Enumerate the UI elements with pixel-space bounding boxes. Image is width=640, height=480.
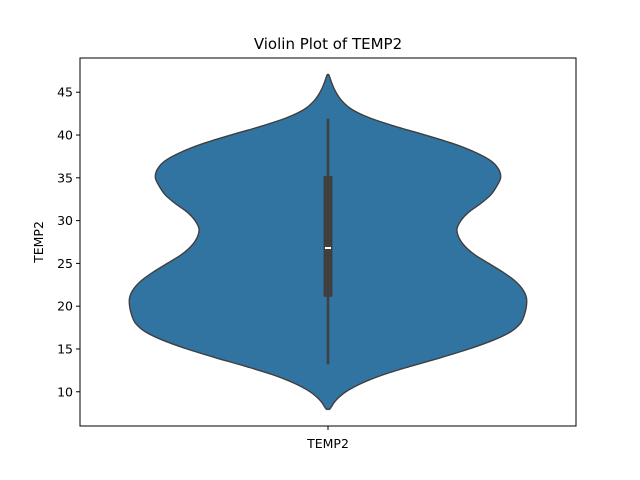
y-tick-label: 30 bbox=[57, 213, 73, 228]
y-tick-label: 20 bbox=[57, 299, 73, 314]
y-tick-label: 25 bbox=[57, 256, 73, 271]
y-tick-label: 15 bbox=[57, 341, 73, 356]
y-axis-label: TEMP2 bbox=[31, 221, 46, 264]
chart-title: Violin Plot of TEMP2 bbox=[254, 35, 402, 53]
y-axis-ticks: 10 15 20 25 30 35 40 45 bbox=[57, 85, 80, 399]
y-tick-label: 10 bbox=[57, 384, 73, 399]
iqr-box bbox=[323, 176, 333, 297]
y-tick-label: 45 bbox=[57, 85, 73, 100]
y-tick-label: 35 bbox=[57, 170, 73, 185]
x-axis-ticks: TEMP2 bbox=[306, 426, 349, 451]
y-tick-label: 40 bbox=[57, 128, 73, 143]
violins bbox=[128, 73, 528, 411]
x-tick-label: TEMP2 bbox=[306, 436, 349, 451]
